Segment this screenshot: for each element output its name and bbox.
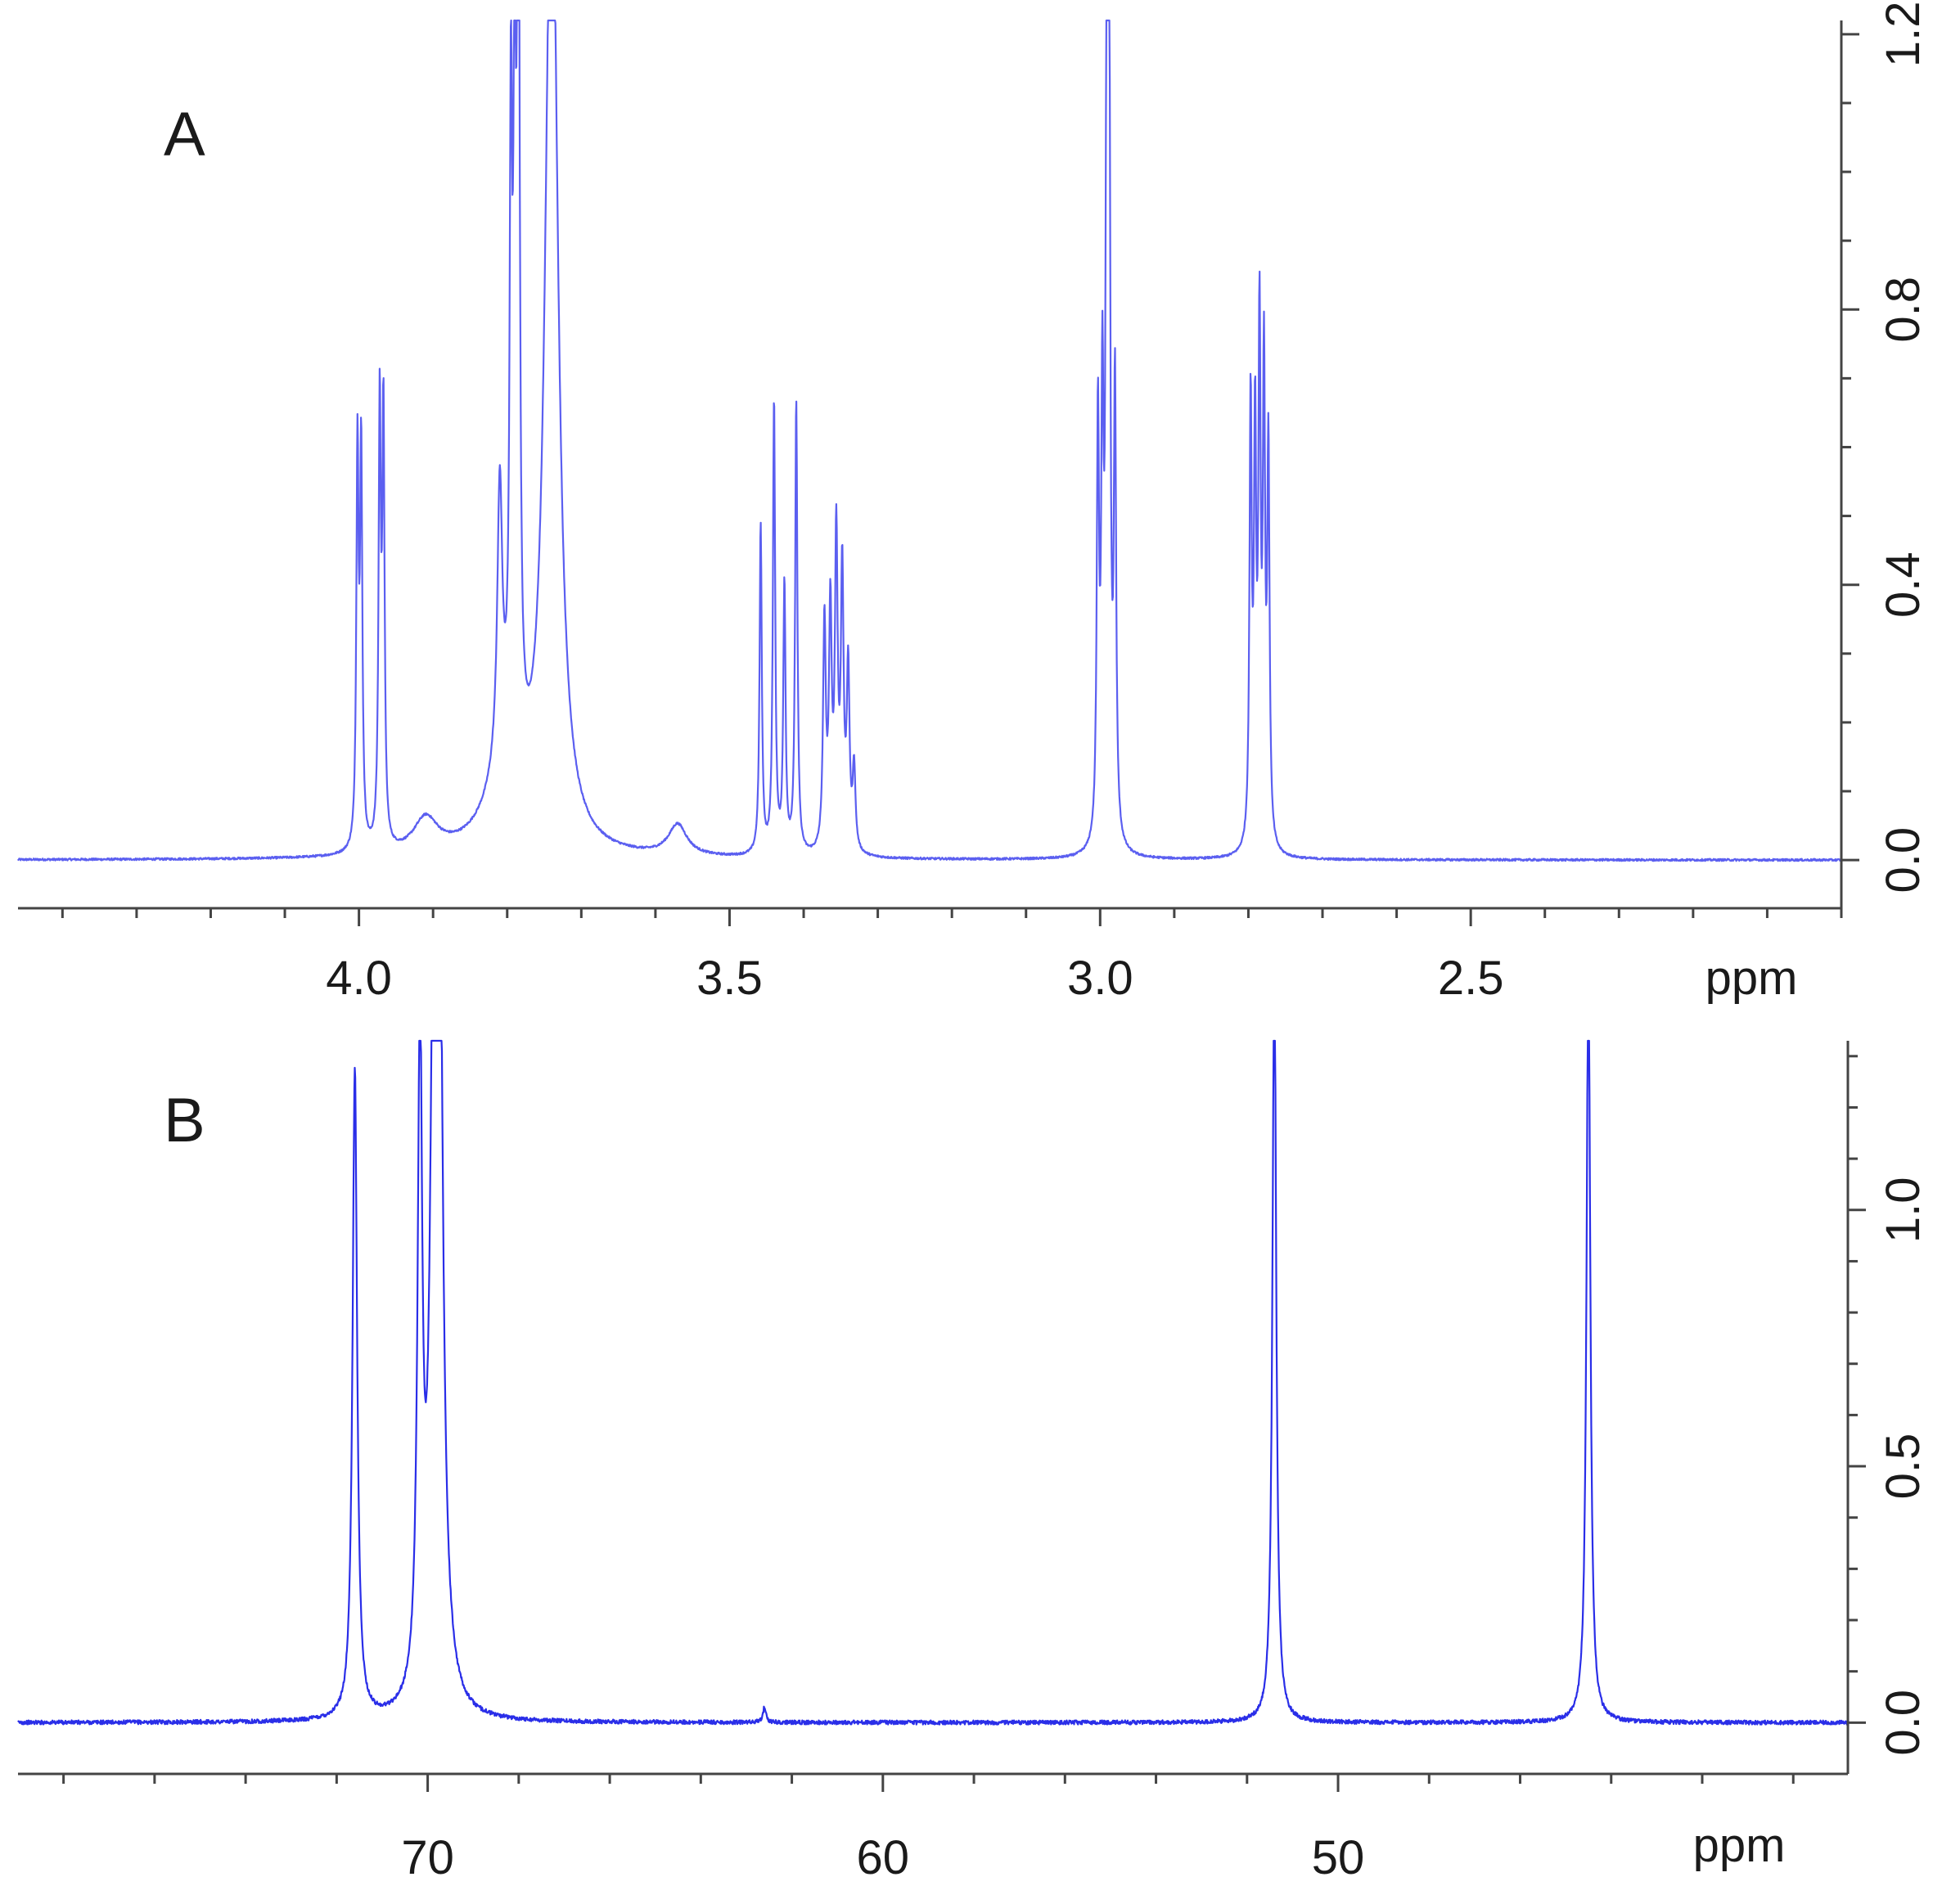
spectrum-line-b — [17, 1039, 1850, 1726]
x-tick-label: 3.5 — [696, 952, 763, 1005]
x-tick-label: 3.0 — [1067, 952, 1133, 1005]
x-ticks-a: 4.0 3.5 3.0 2.5 — [61, 908, 1843, 1005]
panel-label-a: A — [164, 100, 205, 169]
x-tick-label: 70 — [401, 1831, 454, 1884]
y-tick-label: 0.8 — [1877, 277, 1930, 343]
x-tick-label: 50 — [1312, 1831, 1365, 1884]
spectrum-line-a — [17, 19, 1843, 862]
x-tick-label: 2.5 — [1438, 952, 1504, 1005]
panel-label-b: B — [164, 1086, 205, 1155]
y-ticks-b: 0.0 0.5 1.0 — [1848, 1055, 1930, 1756]
y-tick-label: 0.4 — [1877, 551, 1930, 618]
plot-b — [17, 1039, 1850, 1726]
y-tick-label: 0.0 — [1877, 827, 1930, 893]
y-tick-label: 1.2 — [1877, 2, 1930, 68]
x-axis-label-a: ppm — [1705, 952, 1798, 1005]
y-tick-label: 1.0 — [1877, 1177, 1930, 1243]
panel-a: A 4.0 3.5 3.0 2.5 0.0 0.4 0.8 1.2 ppm — [17, 2, 1930, 1005]
y-ticks-a: 0.0 0.4 0.8 1.2 — [1841, 2, 1930, 893]
x-tick-label: 60 — [857, 1831, 910, 1884]
y-tick-label: 0.0 — [1877, 1690, 1930, 1756]
x-tick-label: 4.0 — [326, 952, 392, 1005]
panel-b: B 70 60 50 0.0 0.5 1.0 ppm — [17, 1039, 1930, 1884]
x-ticks-b: 70 60 50 — [62, 1774, 1795, 1884]
plot-a — [17, 19, 1843, 862]
x-axis-label-b: ppm — [1693, 1819, 1786, 1872]
y-tick-label: 0.5 — [1877, 1434, 1930, 1500]
